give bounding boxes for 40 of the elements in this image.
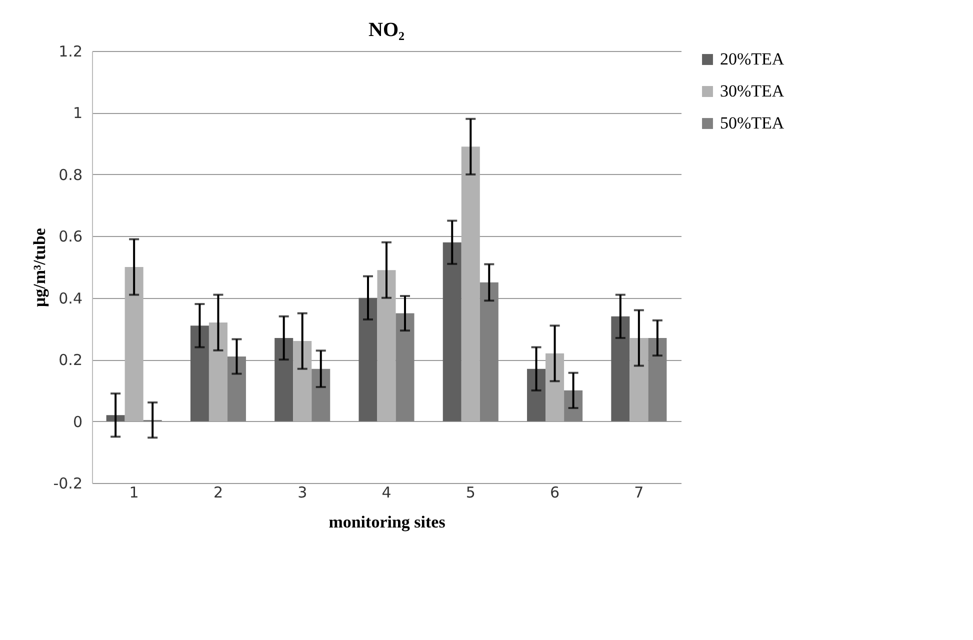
x-tick-label: 2 [213, 484, 223, 502]
bar [480, 282, 498, 422]
x-tick-label: 1 [129, 484, 139, 502]
bar [190, 326, 209, 422]
bar [546, 353, 564, 422]
bar [461, 146, 480, 422]
x-tick-label: 7 [634, 484, 644, 502]
y-tick-label: 1 [72, 104, 82, 122]
chart-title: NO₂ [368, 19, 404, 41]
x-tick-label: 5 [466, 484, 476, 502]
bar [377, 270, 396, 422]
y-axis-title: μg/m³/tube [30, 228, 50, 307]
y-tick-label: 0.6 [58, 228, 82, 246]
y-tick-label: 0 [72, 412, 82, 431]
bar [227, 356, 246, 422]
y-tick-label: 0.2 [58, 351, 82, 370]
bar [358, 298, 378, 422]
legend-label: 50%TEA [720, 114, 785, 132]
bar [611, 316, 630, 422]
y-tick-label: 0.4 [58, 289, 82, 308]
bar [527, 368, 546, 422]
bar [293, 341, 312, 422]
y-tick-label: 0.8 [58, 166, 82, 184]
bar [312, 368, 330, 422]
bar [124, 267, 144, 422]
bar [442, 242, 462, 422]
y-tick-label: 1.2 [58, 42, 82, 60]
bar [396, 313, 414, 422]
bar [648, 338, 667, 422]
x-tick-label: 4 [382, 484, 392, 502]
x-tick-label: 3 [298, 484, 308, 502]
bar [564, 390, 583, 422]
x-tick-label: 6 [550, 484, 560, 502]
legend-label: 30%TEA [720, 82, 785, 100]
x-axis-title: monitoring sites [328, 512, 446, 532]
bar [630, 338, 648, 422]
y-tick-label: -0.2 [53, 474, 82, 492]
bar [274, 338, 294, 422]
bar [208, 322, 228, 422]
legend-label: 20%TEA [720, 50, 785, 68]
